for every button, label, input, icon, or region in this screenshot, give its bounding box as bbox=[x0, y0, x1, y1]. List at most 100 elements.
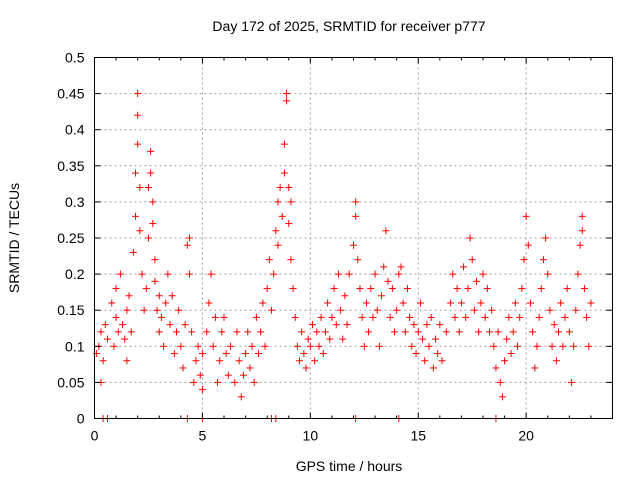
data-point bbox=[477, 299, 485, 307]
data-point bbox=[157, 313, 165, 321]
data-point bbox=[177, 342, 185, 350]
data-point bbox=[198, 386, 206, 394]
data-point bbox=[360, 342, 368, 350]
y-tick-label: 0.2 bbox=[65, 266, 85, 282]
data-point bbox=[514, 342, 522, 350]
data-point bbox=[235, 357, 243, 365]
data-point bbox=[449, 270, 457, 278]
data-point bbox=[555, 328, 563, 336]
data-point bbox=[164, 270, 172, 278]
data-point bbox=[233, 328, 241, 336]
data-point bbox=[170, 350, 178, 358]
data-point bbox=[285, 183, 293, 191]
data-point bbox=[462, 313, 470, 321]
data-point bbox=[123, 306, 131, 314]
data-point bbox=[522, 212, 530, 220]
data-point bbox=[550, 321, 558, 329]
data-point bbox=[319, 350, 327, 358]
data-point bbox=[231, 378, 239, 386]
data-point bbox=[529, 328, 537, 336]
data-point bbox=[166, 321, 174, 329]
data-point bbox=[583, 313, 591, 321]
data-point bbox=[369, 313, 377, 321]
data-point bbox=[136, 183, 144, 191]
data-point bbox=[473, 277, 481, 285]
data-point bbox=[298, 328, 306, 336]
data-point bbox=[183, 241, 191, 249]
data-point bbox=[308, 321, 316, 329]
data-point bbox=[419, 335, 427, 343]
data-point bbox=[280, 140, 288, 148]
data-point bbox=[222, 350, 230, 358]
data-point bbox=[278, 212, 286, 220]
data-point bbox=[483, 285, 491, 293]
data-point bbox=[207, 270, 215, 278]
data-point bbox=[548, 342, 556, 350]
data-point bbox=[132, 212, 140, 220]
data-point bbox=[399, 299, 407, 307]
data-point bbox=[259, 299, 267, 307]
data-point bbox=[134, 140, 142, 148]
data-point bbox=[565, 328, 573, 336]
data-point bbox=[578, 227, 586, 235]
data-point bbox=[354, 256, 362, 264]
data-point bbox=[142, 285, 150, 293]
data-point bbox=[119, 321, 127, 329]
data-point bbox=[557, 299, 565, 307]
data-point bbox=[410, 321, 418, 329]
data-point bbox=[147, 169, 155, 177]
data-point bbox=[378, 292, 386, 300]
data-point bbox=[552, 357, 560, 365]
data-point bbox=[432, 335, 440, 343]
data-point bbox=[416, 299, 424, 307]
data-point bbox=[388, 285, 396, 293]
data-point bbox=[293, 342, 301, 350]
data-point bbox=[447, 299, 455, 307]
data-point bbox=[205, 299, 213, 307]
data-point bbox=[209, 342, 217, 350]
data-point bbox=[296, 357, 304, 365]
data-point bbox=[144, 183, 152, 191]
data-point bbox=[265, 256, 273, 264]
x-axis-label: GPS time / hours bbox=[296, 458, 403, 474]
data-point bbox=[468, 256, 476, 264]
data-point bbox=[153, 306, 161, 314]
data-point bbox=[274, 241, 282, 249]
data-point bbox=[451, 313, 459, 321]
data-point bbox=[242, 350, 250, 358]
data-point bbox=[395, 270, 403, 278]
data-point bbox=[401, 328, 409, 336]
data-point bbox=[144, 234, 152, 242]
data-point bbox=[494, 328, 502, 336]
y-tick-label: 0.5 bbox=[65, 50, 85, 66]
data-point bbox=[391, 328, 399, 336]
data-point bbox=[382, 227, 390, 235]
data-point bbox=[356, 285, 364, 293]
data-point bbox=[270, 270, 278, 278]
data-point bbox=[365, 328, 373, 336]
data-point bbox=[371, 270, 379, 278]
data-point bbox=[490, 342, 498, 350]
data-point bbox=[138, 270, 146, 278]
data-point bbox=[384, 277, 392, 285]
data-point bbox=[507, 350, 515, 358]
data-point bbox=[511, 299, 519, 307]
data-point bbox=[285, 220, 293, 228]
data-point bbox=[427, 313, 435, 321]
data-point bbox=[339, 335, 347, 343]
data-point bbox=[330, 285, 338, 293]
data-point bbox=[116, 270, 124, 278]
data-point bbox=[160, 342, 168, 350]
data-point bbox=[127, 328, 135, 336]
data-point bbox=[460, 263, 468, 271]
data-point bbox=[300, 350, 308, 358]
data-point bbox=[343, 321, 351, 329]
data-point bbox=[121, 335, 129, 343]
data-point bbox=[134, 111, 142, 119]
data-point bbox=[442, 328, 450, 336]
data-point bbox=[481, 313, 489, 321]
data-point bbox=[546, 306, 554, 314]
data-point bbox=[544, 270, 552, 278]
data-point bbox=[332, 321, 340, 329]
